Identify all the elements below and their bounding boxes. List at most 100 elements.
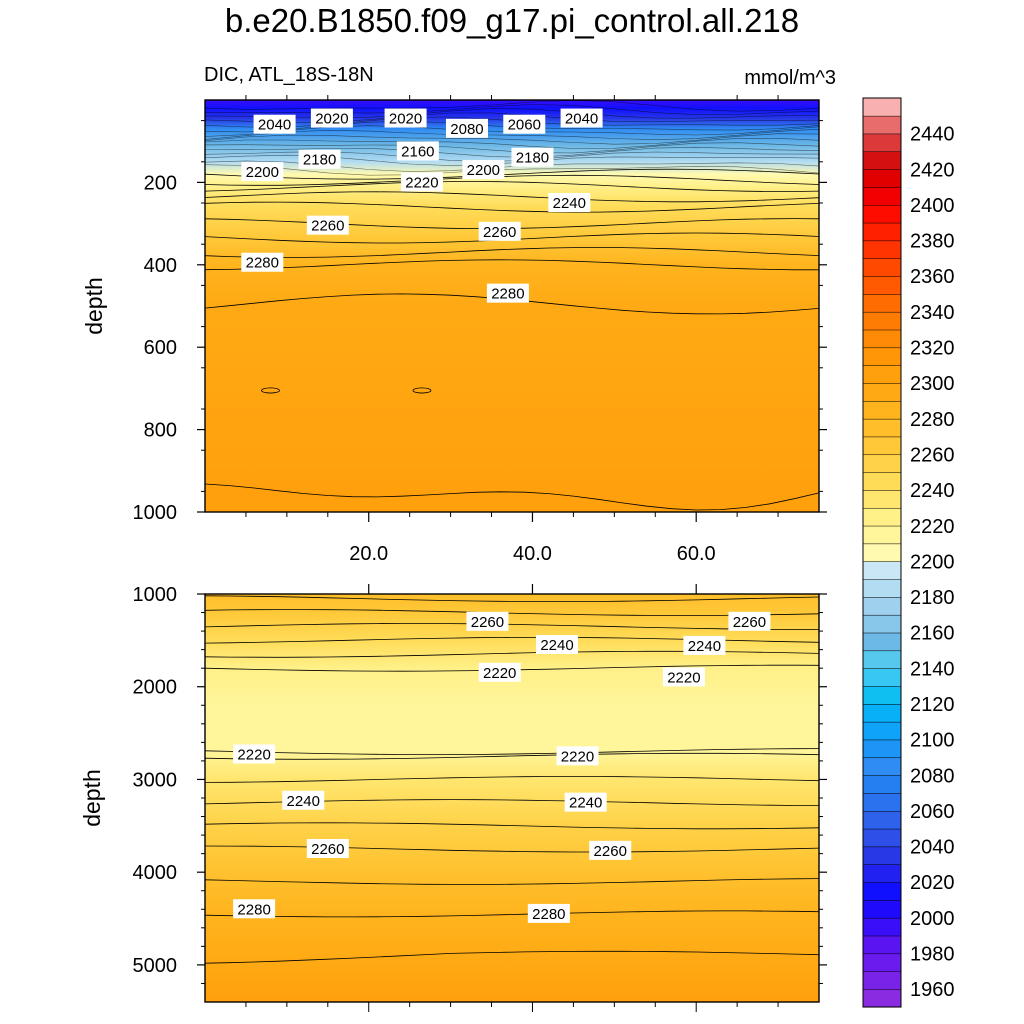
contour-label: 2020 — [384, 108, 427, 128]
contour-label-text: 2260 — [311, 841, 344, 858]
colorbar-labels: 1960 1980 2000 2020 2040 2060 2080 2100 2120 2140… — [910, 124, 955, 1002]
contour-label-text: 2240 — [688, 638, 721, 655]
contour-label-text: 2020 — [389, 111, 422, 128]
contour-label-bg — [384, 108, 427, 128]
colorbar-swatch — [862, 561, 902, 580]
colorbar-tick-label: 2020 — [910, 872, 955, 894]
colorbar-swatch — [862, 668, 902, 687]
contour-label-bg — [310, 108, 353, 128]
colorbar-swatch — [862, 115, 902, 135]
colorbar-swatch — [862, 97, 902, 117]
colorbar-swatch — [862, 953, 902, 972]
chart-title: b.e20.B1850.f09_g17.pi_control.all.218 — [224, 2, 800, 39]
contour-label: 2260 — [589, 840, 632, 860]
colorbar-swatch — [862, 632, 902, 652]
contour-label: 2220 — [400, 172, 443, 192]
colorbar-swatch — [862, 899, 902, 919]
contour-label-bg — [253, 114, 296, 134]
upper-contour-line — [204, 483, 820, 511]
upper-contour-line — [204, 164, 820, 176]
contour-label-text: 2280 — [246, 255, 279, 272]
contour-label: 2260 — [478, 221, 521, 241]
contour-label: 2280 — [527, 903, 570, 923]
lower-contour-line — [204, 595, 820, 602]
contour-label-text: 2160 — [401, 144, 434, 161]
colorbar-swatch — [862, 703, 902, 723]
units-label: mmol/m^3 — [744, 67, 836, 89]
upper-contour-line — [204, 246, 820, 258]
contour-label-text: 2200 — [246, 164, 279, 181]
contour-label: 2240 — [536, 635, 579, 654]
contour-label-text: 2260 — [311, 218, 344, 235]
contour-label: 2280 — [486, 283, 529, 303]
contour-label-text: 2260 — [483, 224, 516, 241]
contour-label-text: 2180 — [303, 152, 336, 169]
contour-label: 2240 — [683, 635, 726, 655]
contour-label-bg — [589, 840, 632, 860]
colorbar-swatch — [862, 133, 902, 153]
colorbar-tick-label: 2420 — [910, 159, 955, 181]
contour-label-bg — [662, 667, 705, 687]
colorbar-tick-label: 2260 — [910, 445, 955, 467]
contour-label: 2260 — [728, 611, 771, 631]
contour-label: 2020 — [310, 108, 353, 128]
contour-label: 2280 — [233, 899, 276, 919]
contour-label: 2220 — [662, 667, 705, 687]
colorbar-swatch — [862, 775, 902, 794]
colorbar-tick-label: 2080 — [910, 765, 955, 787]
contour-label-text: 2240 — [540, 637, 573, 654]
colorbar-tick-label: 2120 — [910, 694, 955, 716]
contour-label-text: 2260 — [594, 843, 627, 860]
upper-contour-line — [204, 174, 820, 186]
contour-label: 2220 — [556, 746, 599, 766]
contour-label-bg — [445, 118, 488, 138]
colorbar-swatch — [862, 757, 902, 776]
y-tick-label: 1000 — [133, 502, 178, 524]
contour-label: 2260 — [466, 611, 509, 631]
contour-label: 2180 — [511, 147, 554, 167]
lower-contour-line — [204, 822, 820, 830]
contour-label: 2260 — [306, 839, 349, 858]
colorbar-tick-label: 2220 — [910, 516, 955, 538]
contour-label: 2040 — [560, 108, 603, 128]
y-tick-label: 5000 — [133, 955, 178, 977]
colorbar-swatch — [862, 596, 902, 616]
y-tick-label: 2000 — [133, 677, 178, 699]
colorbar-swatch — [862, 382, 902, 402]
contour-label: 2240 — [282, 790, 325, 810]
y-tick-label: 400 — [144, 255, 177, 277]
colorbar-tick-label: 2100 — [910, 730, 955, 752]
contour-label-text: 2280 — [237, 901, 270, 918]
colorbar-swatch — [862, 293, 902, 313]
contour-label-bg — [396, 141, 439, 161]
contour-label-text: 2220 — [561, 748, 594, 765]
contour-label: 2220 — [478, 662, 521, 682]
contour-label-text: 2240 — [287, 793, 320, 810]
contour-label: 2240 — [548, 193, 591, 212]
chart-subtitle: DIC, ATL_18S-18N — [204, 64, 374, 86]
upper-contour-line — [204, 168, 820, 180]
contour-label: 2080 — [445, 118, 488, 138]
contour-label-bg — [466, 611, 509, 631]
colorbar-tick-label: 2380 — [910, 231, 955, 253]
contour-label-bg — [564, 792, 607, 812]
colorbar-swatch — [862, 454, 902, 473]
colorbar-tick-label: 2360 — [910, 266, 955, 288]
lower-contour-line — [204, 910, 820, 918]
colorbar-tick-label: 2160 — [910, 623, 955, 645]
contour-label-bg — [511, 147, 554, 167]
lower-contour-line — [204, 776, 820, 783]
contour-label-bg — [560, 108, 603, 128]
contour-label-text: 2020 — [315, 111, 348, 128]
contour-label-bg — [233, 899, 276, 919]
contour-label: 2200 — [462, 160, 505, 180]
colorbar-swatch — [862, 365, 902, 384]
colorbar-swatch — [862, 846, 902, 865]
contour-label-text: 2200 — [467, 162, 500, 179]
colorbar-swatch — [862, 614, 902, 634]
contour-label-bg — [527, 903, 570, 923]
contour-label: 2240 — [564, 792, 607, 812]
contour-label-text: 2220 — [237, 746, 270, 763]
contour-label-text: 2040 — [565, 111, 598, 128]
